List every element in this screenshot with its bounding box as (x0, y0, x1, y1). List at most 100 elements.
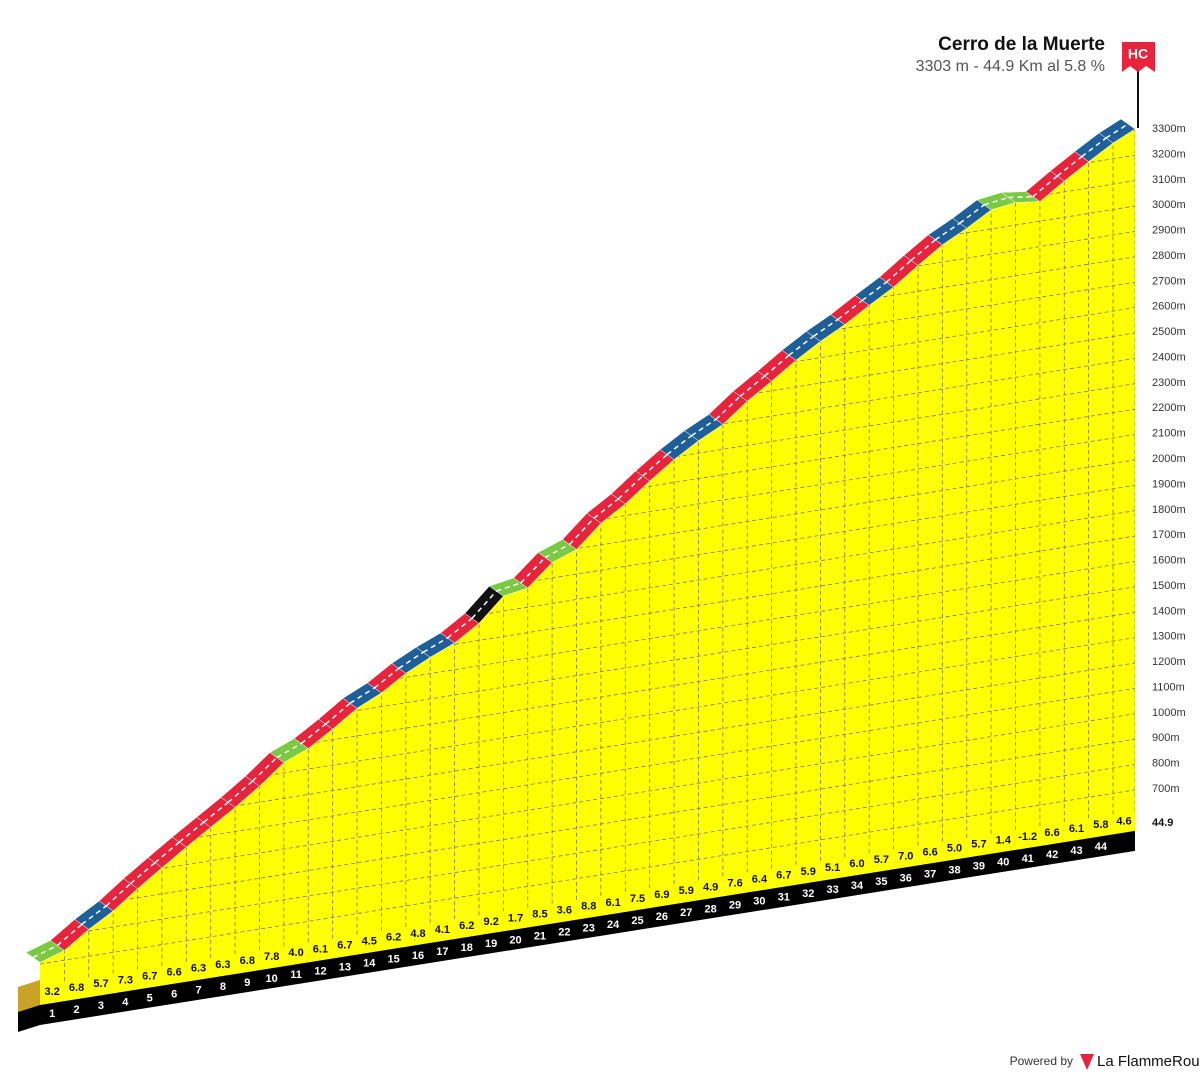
gradient-label: 5.9 (801, 866, 816, 878)
x-tick-label: 7 (195, 985, 201, 997)
x-tick-label: 42 (1046, 849, 1058, 861)
road-dash (422, 637, 448, 653)
gradient-label: 5.9 (679, 885, 694, 897)
gradient-label: 4.9 (703, 881, 718, 893)
gradient-label: 3.6 (557, 905, 572, 917)
gradient-label: 6.9 (654, 889, 669, 901)
x-tick-label: 18 (461, 942, 473, 954)
road-dash (32, 944, 58, 959)
road-dash (349, 687, 375, 704)
gradient-label: 5.7 (874, 854, 889, 866)
gradient-label: 6.7 (337, 939, 352, 951)
x-tick-label: 41 (1022, 853, 1034, 865)
x-tick-label: 34 (851, 880, 864, 892)
y-tick-label: 2100m (1152, 428, 1186, 440)
gradient-label: 6.6 (1044, 827, 1059, 839)
gradient-label: 4.6 (1116, 816, 1131, 828)
category-badge: HC (1128, 46, 1148, 62)
gradient-label: 7.6 (727, 877, 742, 889)
x-tick-label: 36 (900, 872, 912, 884)
x-tick-label: 23 (583, 923, 595, 935)
gradient-label: 3.2 (45, 986, 60, 998)
grid-line (40, 764, 1135, 940)
road-dash (276, 742, 302, 759)
x-tick-label: 26 (656, 911, 668, 923)
gradient-label: 5.8 (1093, 819, 1108, 831)
x-tick-label: 13 (339, 961, 351, 973)
road-dash (617, 475, 644, 500)
y-tick-label: 3300m (1152, 123, 1186, 135)
y-tick-label: 1900m (1152, 478, 1186, 490)
gradient-label: 6.6 (922, 846, 937, 858)
gradient-label: 5.7 (93, 978, 108, 990)
x-tick-label: 35 (875, 876, 887, 888)
road-dash (812, 318, 839, 337)
grid-line (40, 687, 1135, 863)
x-tick-label: 1 (49, 1008, 55, 1020)
x-tick-label: 20 (509, 934, 521, 946)
x-tick-label: 39 (973, 861, 985, 873)
y-tick-label: 3200m (1152, 148, 1186, 160)
x-tick-label: 3 (98, 1000, 104, 1012)
gradient-label: 6.4 (752, 874, 768, 886)
y-tick-label: 2900m (1152, 225, 1186, 237)
x-tick-label: 44.9 (1152, 817, 1173, 829)
x-tick-label: 32 (802, 888, 814, 900)
gradient-label: 7.3 (118, 974, 133, 986)
gradient-label: 6.7 (142, 970, 157, 982)
road-dash (520, 556, 546, 584)
road-dash (471, 590, 497, 619)
x-tick-label: 16 (412, 950, 424, 962)
base-strip (40, 830, 1135, 1025)
gradient-label: 6.6 (166, 967, 181, 979)
x-tick-label: 29 (729, 899, 741, 911)
road-dash (934, 222, 961, 241)
x-tick-label: 4 (122, 996, 129, 1008)
brand-logo (1080, 1054, 1094, 1070)
y-tick-label: 2700m (1152, 275, 1186, 287)
y-tick-label: 3100m (1152, 174, 1186, 186)
road-dash (642, 454, 668, 477)
x-tick-label: 43 (1070, 845, 1082, 857)
y-tick-label: 1200m (1152, 656, 1186, 668)
x-tick-label: 5 (147, 992, 153, 1004)
gradient-label: 6.1 (313, 943, 328, 955)
road-dash (496, 582, 521, 592)
y-tick-label: 2400m (1152, 351, 1186, 363)
y-tick-label: 2200m (1152, 402, 1186, 414)
gradient-label: 6.2 (386, 932, 401, 944)
x-tick-label: 28 (705, 903, 717, 915)
x-tick-label: 33 (826, 884, 838, 896)
chart-subtitle: 3303 m - 44.9 Km al 5.8 % (916, 58, 1105, 75)
x-tick-label: 37 (924, 868, 936, 880)
x-tick-label: 24 (607, 919, 620, 931)
x-tick-label: 22 (558, 927, 570, 939)
gradient-label: 7.5 (630, 893, 645, 905)
gradient-label: 6.3 (215, 959, 230, 971)
gradient-label: 6.8 (69, 982, 84, 994)
gradient-label: 7.8 (264, 951, 279, 963)
gradient-label: 7.0 (898, 850, 913, 862)
x-tick-label: 10 (266, 973, 278, 985)
flag (1122, 42, 1155, 72)
gradient-label: -1.2 (1018, 831, 1037, 843)
gradient-label: 8.5 (532, 908, 547, 920)
gradient-label: 4.1 (435, 924, 450, 936)
y-tick-label: 1100m (1152, 681, 1185, 693)
y-tick-label: 1500m (1152, 580, 1186, 592)
x-tick-label: 25 (631, 915, 643, 927)
y-tick-label: 1600m (1152, 555, 1186, 567)
x-tick-label: 15 (387, 954, 399, 966)
y-tick-label: 900m (1152, 732, 1180, 744)
y-tick-label: 2500m (1152, 326, 1186, 338)
road-dash (715, 395, 741, 420)
road-dash (983, 196, 1009, 206)
x-tick-label: 40 (997, 857, 1009, 869)
y-tick-label: 1000m (1152, 707, 1186, 719)
road-dash (886, 259, 912, 283)
y-tick-label: 3000m (1152, 199, 1186, 211)
chart-title: Cerro de la Muerte (938, 34, 1105, 55)
gradient-label: 9.2 (484, 916, 499, 928)
y-tick-label: 2000m (1152, 453, 1186, 465)
